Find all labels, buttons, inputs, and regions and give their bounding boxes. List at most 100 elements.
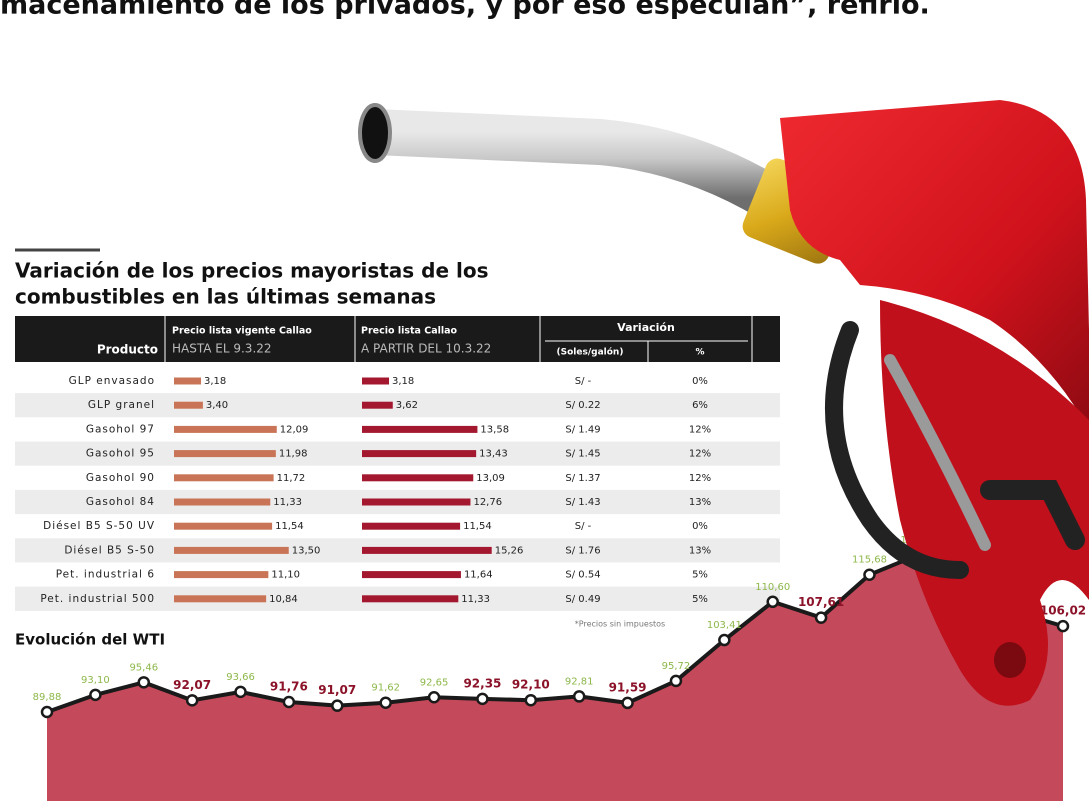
point-label: 91,59 [609,680,647,694]
row-label: Pet. industrial 6 [56,569,155,581]
page: macenamiento de los privados, y por eso … [0,0,1089,801]
point [187,695,197,705]
point-label: 89,88 [33,692,62,703]
infographic: macenamiento de los privados, y por eso … [0,0,1089,801]
point-label: 95,46 [129,662,158,673]
point [671,676,681,686]
point-label: 107,61 [798,595,844,609]
value-label: 11,64 [464,570,493,581]
point-label: 95,72 [662,661,691,672]
column-header: % [695,348,704,358]
variation-soles: S/ 1.43 [565,497,600,508]
point [90,690,100,700]
bar [174,450,276,457]
bar [174,571,268,578]
variation-percent: 0% [692,521,708,532]
bar [174,426,277,433]
row-label: Gasohol 90 [86,472,155,484]
bar [362,499,470,506]
variation-percent: 12% [689,473,711,484]
column-header: Precio lista Callao [361,326,458,337]
row-label: Diésel B5 S-50 [64,544,155,556]
bar [362,474,473,481]
chart-title: Evolución del WTI [15,631,165,649]
point-label: 115,68 [852,555,887,566]
variation-percent: 5% [692,594,708,605]
value-label: 3,18 [392,376,414,387]
value-label: 15,26 [495,545,524,556]
value-label: 11,54 [275,521,304,532]
value-label: 11,98 [279,449,308,460]
variation-soles: S/ 1.76 [565,545,600,556]
column-header: Variación [617,321,675,334]
bar [174,523,272,530]
bar [362,402,393,409]
point [719,635,729,645]
value-label: 13,43 [479,449,508,460]
row-label: GLP granel [88,399,155,411]
point [1058,621,1068,631]
bar [362,378,389,385]
variation-soles: S/ - [575,376,592,387]
row-label: Diésel B5 S-50 UV [43,520,155,532]
value-label: 13,58 [480,424,509,435]
value-label: 3,40 [206,400,228,411]
value-label: 13,09 [476,473,505,484]
column-period: A PARTIR DEL 10.3.22 [361,342,491,356]
table-title: Variación de los precios mayoristas de l… [15,259,489,283]
variation-percent: 13% [689,545,711,556]
point-label: 110,60 [755,582,790,593]
point [236,687,246,697]
point [574,691,584,701]
footnote: *Precios sin impuestos [575,620,665,629]
point [429,692,439,702]
bar [362,595,458,602]
value-label: 13,50 [292,545,321,556]
point [332,701,342,711]
top-text: macenamiento de los privados, y por eso … [0,0,930,21]
value-label: 12,09 [280,424,309,435]
value-label: 12,76 [473,497,502,508]
point [284,697,294,707]
variation-percent: 0% [692,376,708,387]
value-label: 11,54 [463,521,492,532]
point-label: 92,65 [420,677,449,688]
variation-percent: 13% [689,497,711,508]
variation-soles: S/ 0.49 [565,594,600,605]
point [768,597,778,607]
point [526,695,536,705]
variation-soles: S/ 0.22 [565,400,600,411]
point-label: 91,62 [371,683,400,694]
bar [174,595,266,602]
row-label: Gasohol 97 [86,423,155,435]
point [42,707,52,717]
column-header: (Soles/galón) [557,347,624,358]
point [381,698,391,708]
column-header: Precio lista vigente Callao [172,326,312,337]
value-label: 11,33 [273,497,302,508]
point [139,677,149,687]
variation-percent: 12% [689,449,711,460]
point-label: 106,02 [1040,604,1086,618]
variation-percent: 6% [692,400,708,411]
variation-percent: 5% [692,570,708,581]
value-label: 11,33 [461,594,490,605]
point-label: 91,76 [270,679,308,693]
value-label: 10,84 [269,594,298,605]
column-period: HASTA EL 9.3.22 [172,342,272,356]
bar [362,547,492,554]
value-label: 11,72 [277,473,306,484]
point-label: 92,07 [173,678,211,692]
point-label: 93,10 [81,675,110,686]
column-header: Producto [97,343,158,357]
bar [362,450,476,457]
row-label: GLP envasado [69,375,155,387]
bar [174,474,274,481]
point-label: 103,41 [707,620,742,631]
point-label: 92,10 [512,678,550,692]
value-label: 3,18 [204,376,226,387]
bar [362,571,461,578]
value-label: 3,62 [396,400,418,411]
bar [362,523,460,530]
point-label: 92,81 [565,676,594,687]
